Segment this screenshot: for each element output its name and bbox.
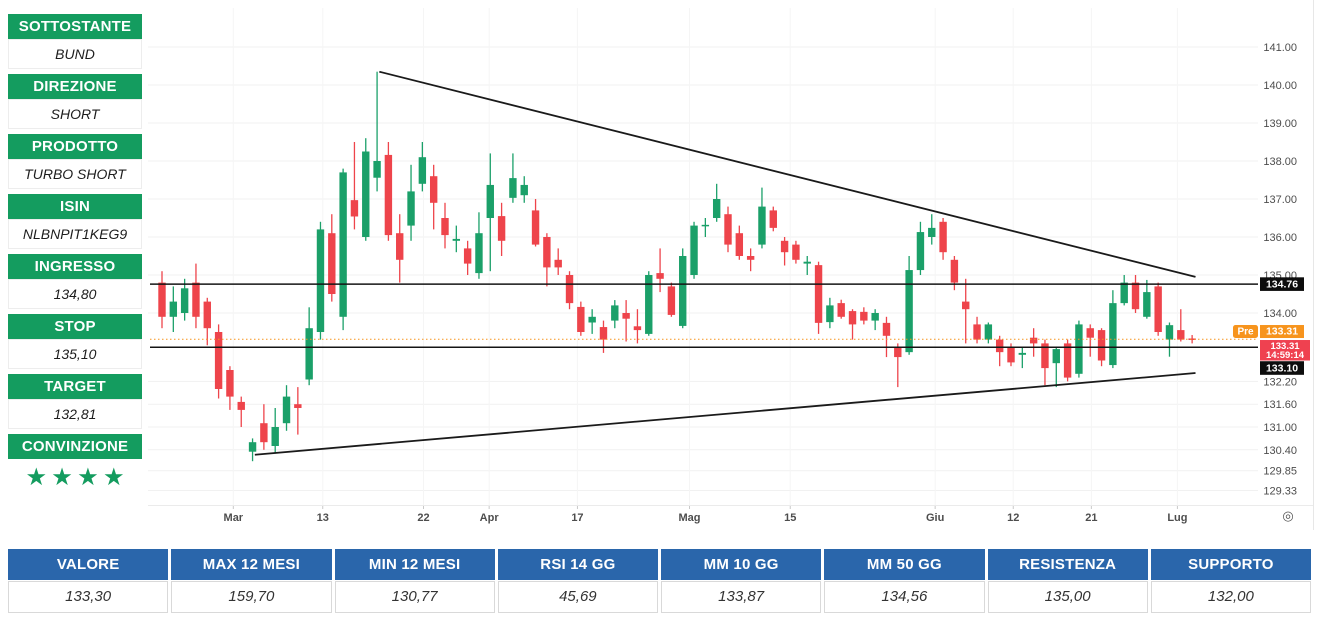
svg-text:Mag: Mag xyxy=(679,512,701,524)
sidebar-value-sottostante: BUND xyxy=(8,39,142,69)
ascending-support-trendline xyxy=(254,372,1196,456)
table-value-max-12-mesi: 159,70 xyxy=(171,581,332,613)
table-header-min-12-mesi: MIN 12 MESI xyxy=(334,549,495,580)
sidebar-value-direzione: SHORT xyxy=(8,99,142,129)
candlestick-chart: 141.00 140.00 139.00 138.00 137.00 136.00 135.… xyxy=(148,0,1319,546)
sidebar-value-prodotto: TURBO SHORT xyxy=(8,159,142,189)
price-chart-svg: 141.00140.00139.00138.00137.00136.00135.… xyxy=(148,0,1314,530)
table-value-rsi-14-gg: 45,69 xyxy=(497,581,658,613)
svg-text:136.00: 136.00 xyxy=(1263,232,1297,244)
table-header-supporto: SUPPORTO xyxy=(1150,549,1311,580)
sidebar-header-stop: STOP xyxy=(8,314,142,339)
table-header-mm-10-gg: MM 10 GG xyxy=(661,549,822,580)
statistics-table: VALORE MAX 12 MESI MIN 12 MESI RSI 14 GG MM … xyxy=(8,549,1311,613)
svg-text:140.00: 140.00 xyxy=(1263,80,1297,92)
table-header-resistenza: RESISTENZA xyxy=(987,549,1148,580)
table-value-mm-50-gg: 134,56 xyxy=(824,581,985,613)
candlestick-series xyxy=(158,71,1196,462)
svg-text:134.76: 134.76 xyxy=(1266,279,1298,291)
svg-text:131.60: 131.60 xyxy=(1263,399,1297,411)
svg-text:22: 22 xyxy=(417,512,429,524)
sidebar-header-isin: ISIN xyxy=(8,194,142,219)
table-value-resistenza: 135,00 xyxy=(987,581,1148,613)
sidebar-header-convinzione: CONVINZIONE xyxy=(8,434,142,459)
conviction-stars: ★★★★ xyxy=(8,459,142,495)
table-value-supporto: 132,00 xyxy=(1150,581,1311,613)
svg-text:Apr: Apr xyxy=(480,512,500,524)
sidebar-value-ingresso: 134,80 xyxy=(8,279,142,309)
svg-text:133.10: 133.10 xyxy=(1266,363,1298,375)
axis-labels: 141.00140.00139.00138.00137.00136.00135.… xyxy=(224,42,1297,524)
svg-text:Pre: Pre xyxy=(1237,327,1254,338)
svg-text:Mar: Mar xyxy=(224,512,244,524)
svg-text:133.31: 133.31 xyxy=(1266,326,1298,338)
svg-text:132.20: 132.20 xyxy=(1263,376,1297,388)
svg-text:129.33: 129.33 xyxy=(1263,485,1297,497)
svg-text:Giu: Giu xyxy=(926,512,944,524)
table-header-rsi-14-gg: RSI 14 GG xyxy=(497,549,658,580)
sidebar-header-target: TARGET xyxy=(8,374,142,399)
sidebar-value-target: 132,81 xyxy=(8,399,142,429)
trade-info-sidebar: SOTTOSTANTE BUND DIREZIONE SHORT PRODOTTO TUR… xyxy=(8,14,142,500)
statistics-table-header-row: VALORE MAX 12 MESI MIN 12 MESI RSI 14 GG MM … xyxy=(8,549,1311,580)
svg-text:141.00: 141.00 xyxy=(1263,42,1297,54)
table-header-max-12-mesi: MAX 12 MESI xyxy=(171,549,332,580)
sidebar-header-sottostante: SOTTOSTANTE xyxy=(8,14,142,39)
sidebar-header-ingresso: INGRESSO xyxy=(8,254,142,279)
svg-text:14:59:14: 14:59:14 xyxy=(1266,350,1305,361)
table-value-mm-10-gg: 133,87 xyxy=(661,581,822,613)
svg-text:130.40: 130.40 xyxy=(1263,445,1297,457)
svg-text:21: 21 xyxy=(1085,512,1097,524)
last-trade-badge xyxy=(1260,340,1310,361)
sidebar-header-prodotto: PRODOTTO xyxy=(8,134,142,159)
svg-text:139.00: 139.00 xyxy=(1263,118,1297,130)
svg-text:13: 13 xyxy=(317,512,329,524)
svg-text:15: 15 xyxy=(784,512,796,524)
svg-text:133.31: 133.31 xyxy=(1270,341,1300,352)
sidebar-value-stop: 135,10 xyxy=(8,339,142,369)
svg-text:131.00: 131.00 xyxy=(1263,422,1297,434)
svg-text:134.00: 134.00 xyxy=(1263,308,1297,320)
svg-text:137.00: 137.00 xyxy=(1263,194,1297,206)
svg-text:129.85: 129.85 xyxy=(1263,466,1297,478)
svg-text:17: 17 xyxy=(571,512,583,524)
table-value-valore: 133,30 xyxy=(8,581,169,613)
sidebar-header-direzione: DIREZIONE xyxy=(8,74,142,99)
svg-text:Lug: Lug xyxy=(1167,512,1187,524)
statistics-table-value-row: 133,30 159,70 130,77 45,69 133,87 134,56 135,0… xyxy=(8,580,1311,613)
sidebar-value-isin: NLBNPIT1KEG9 xyxy=(8,219,142,249)
table-header-valore: VALORE xyxy=(8,549,169,580)
svg-text:12: 12 xyxy=(1007,512,1019,524)
descending-resistance-trendline xyxy=(379,70,1196,278)
svg-text:138.00: 138.00 xyxy=(1263,156,1297,168)
table-header-mm-50-gg: MM 50 GG xyxy=(824,549,985,580)
table-value-min-12-mesi: 130,77 xyxy=(334,581,495,613)
axis-settings-icon[interactable]: ◎ xyxy=(1282,508,1294,523)
